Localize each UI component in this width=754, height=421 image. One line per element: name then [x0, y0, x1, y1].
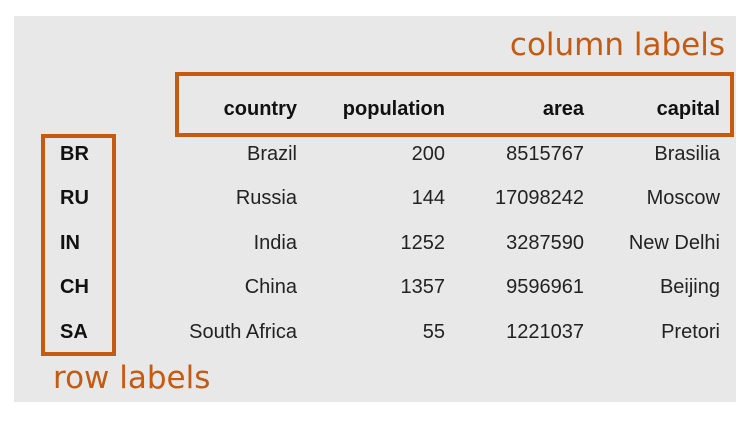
row-label-ch: CH	[60, 276, 89, 298]
column-header-area: area	[542, 98, 584, 120]
table-cell-capital: Beijing	[659, 276, 720, 298]
table-cell-population: 1252	[400, 232, 446, 254]
row-label-ru: RU	[60, 187, 89, 209]
column-labels-annotation: column labels	[509, 27, 725, 63]
table-cell-capital: New Delhi	[628, 232, 720, 254]
column-labels-highlight-box	[175, 72, 734, 137]
table-cell-country: South Africa	[189, 321, 297, 343]
row-labels-highlight-box	[41, 134, 116, 356]
table-cell-population: 144	[411, 187, 445, 209]
diagram-panel	[14, 16, 736, 402]
row-labels-annotation: row labels	[53, 360, 211, 396]
row-label-br: BR	[60, 143, 89, 165]
table-cell-country: Russia	[235, 187, 297, 209]
table-cell-country: Brazil	[246, 143, 297, 165]
table-cell-area: 3287590	[506, 232, 584, 254]
column-header-population: population	[342, 98, 445, 120]
table-cell-area: 1221037	[506, 321, 584, 343]
table-cell-capital: Moscow	[646, 187, 720, 209]
row-label-sa: SA	[60, 321, 88, 343]
table-cell-capital: Brasilia	[654, 143, 720, 165]
table-cell-country: India	[253, 232, 297, 254]
table-cell-area: 8515767	[506, 143, 584, 165]
table-cell-area: 9596961	[506, 276, 584, 298]
table-cell-population: 200	[411, 143, 445, 165]
table-cell-population: 1357	[400, 276, 446, 298]
table-cell-country: China	[244, 276, 297, 298]
table-cell-capital: Pretori	[661, 321, 720, 343]
table-cell-population: 55	[422, 321, 445, 343]
row-label-in: IN	[60, 232, 80, 254]
column-header-capital: capital	[656, 98, 720, 120]
table-cell-area: 17098242	[495, 187, 584, 209]
column-header-country: country	[223, 98, 297, 120]
